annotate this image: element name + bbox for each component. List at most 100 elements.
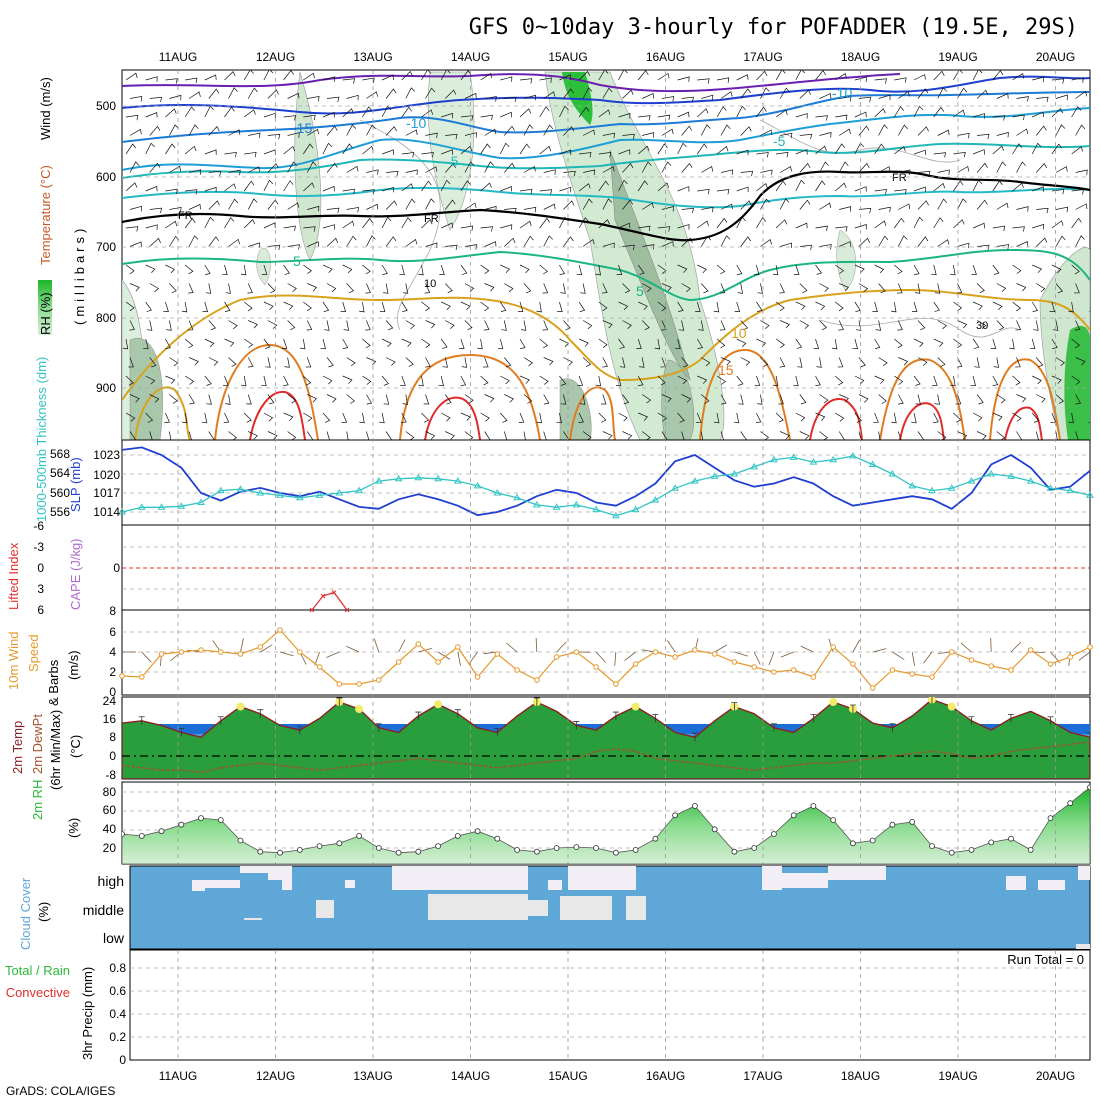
thickness-marker-3 (177, 502, 186, 509)
wind-barb-242 (953, 151, 966, 158)
temp-label-plus15: 15 (718, 362, 734, 378)
bottom-date-18AUG: 18AUG (841, 1069, 880, 1083)
wind-marker-22 (553, 654, 560, 660)
temp-label-plus10: 10 (731, 325, 747, 341)
temp-minmax-13 (375, 723, 382, 732)
wind-barb-431 (736, 216, 746, 229)
wind-speed-line (121, 629, 1091, 689)
wind-barb-620 (517, 301, 524, 312)
wind-marker-33 (771, 669, 777, 675)
temp-contour-plus15-6 (569, 386, 616, 440)
wind-barb-614 (401, 301, 408, 312)
wind-barb-562 (365, 283, 371, 294)
bottom-date-13AUG: 13AUG (353, 1069, 392, 1083)
temp2m-label: 2m Temp (10, 721, 25, 774)
wind-barb-817 (460, 375, 467, 386)
wind-barb-420 (519, 220, 532, 229)
wind-barb-11 (342, 78, 356, 84)
temp-minmax-3 (178, 728, 185, 737)
wind-barb-932 (755, 412, 762, 423)
wind-barb-734 (795, 338, 803, 349)
wind-barb-69 (504, 96, 517, 103)
wind-barb-297 (1055, 166, 1068, 173)
cloud-cover-panel: high middle low Cloud Cover (%) (18, 865, 1091, 950)
wind-barb-170 (523, 124, 534, 136)
wind-barb-407 (263, 222, 276, 229)
wind-barb-869 (504, 394, 514, 403)
wind-barb-180 (720, 124, 731, 136)
wind-barb-313 (381, 186, 394, 193)
cloud-unit-label: (%) (36, 902, 51, 922)
wind-barb-458 (287, 244, 300, 250)
wind-barb-390 (917, 200, 929, 210)
wind-barb-14 (401, 70, 413, 81)
wind-barb-311 (342, 188, 356, 195)
rh-shading-13 (256, 247, 271, 286)
wind-barb-628 (677, 301, 684, 312)
wind-barb-439 (894, 217, 905, 229)
slp-tick-1020: 1020 (93, 468, 120, 482)
wind-barb-309 (303, 182, 315, 192)
wind-barb-879 (701, 394, 710, 404)
wind10m-barb-26 (624, 651, 636, 661)
wind-barb-810 (322, 375, 333, 385)
wind-barb-440 (913, 216, 924, 229)
wind-barb-427 (657, 226, 671, 232)
wind-barb-697 (1052, 320, 1059, 331)
wind-barb-103 (184, 106, 195, 118)
wind-barb-702 (165, 338, 171, 349)
wind-barb-46 (1032, 76, 1045, 83)
wind-barb-583 (779, 283, 785, 294)
temp-minmax-markers (138, 697, 1090, 742)
wind-barb-553 (188, 283, 194, 294)
wind-barb-627 (657, 301, 667, 312)
top-date-15AUG: 15AUG (548, 50, 587, 64)
wind-barb-264 (405, 169, 418, 176)
upper-side-labels: RH (%) Temperature (°C) Wind (m/s) (mill… (38, 77, 87, 335)
wind-barb-370 (523, 206, 537, 213)
wind-barb-495 (1016, 240, 1029, 247)
wind-barb-151 (149, 125, 161, 136)
wind-barb-8 (283, 70, 294, 81)
wind-barb-673 (582, 320, 593, 330)
temp-minmax-25 (612, 711, 619, 721)
wind-barb-746 (1029, 338, 1036, 349)
wind10m-barb-49 (1078, 651, 1091, 661)
wind10m-barb-8 (279, 651, 294, 657)
rh-marker-47 (1047, 815, 1054, 821)
wind-barb-678 (678, 320, 685, 331)
wind-barb-540 (913, 264, 920, 275)
wind-barb-80 (720, 91, 733, 99)
wind-barb-654 (208, 320, 216, 331)
wind-barb-634 (795, 301, 806, 311)
slp-frame (121, 439, 1091, 526)
wind-barb-594 (996, 283, 1007, 292)
rh-contour-1 (359, 119, 441, 331)
wind-barb-640 (911, 301, 918, 312)
wind-barb-10 (322, 76, 335, 82)
wind-barb-913 (379, 412, 385, 424)
wind-barb-481 (740, 236, 751, 247)
wind-barb-928 (677, 412, 685, 423)
wind-barb-638 (872, 301, 878, 312)
wind-barb-178 (681, 125, 693, 136)
wind-barb-36 (835, 73, 847, 81)
wind-label: Wind (m/s) (38, 77, 53, 140)
wind-barb-606 (243, 301, 253, 312)
wind-barb-819 (500, 375, 510, 385)
wind-barb-943 (972, 412, 983, 422)
wind-barb-228 (677, 142, 687, 155)
wind-barb-895 (1016, 394, 1027, 403)
wind-barb-753 (188, 357, 199, 366)
wind-tick-4: 4 (109, 645, 116, 659)
wind-barb-147 (1051, 108, 1064, 118)
temp-minmax-17 (454, 709, 461, 718)
wind-barb-22 (559, 74, 572, 81)
wind-barb-489 (897, 235, 908, 247)
wind-barb-120 (519, 108, 532, 118)
wind-barb-331 (736, 186, 749, 193)
wind-barb-515 (418, 264, 424, 276)
wind-barb-326 (637, 180, 649, 192)
wind-barb-582 (757, 283, 763, 294)
wind-barb-822 (559, 375, 567, 386)
